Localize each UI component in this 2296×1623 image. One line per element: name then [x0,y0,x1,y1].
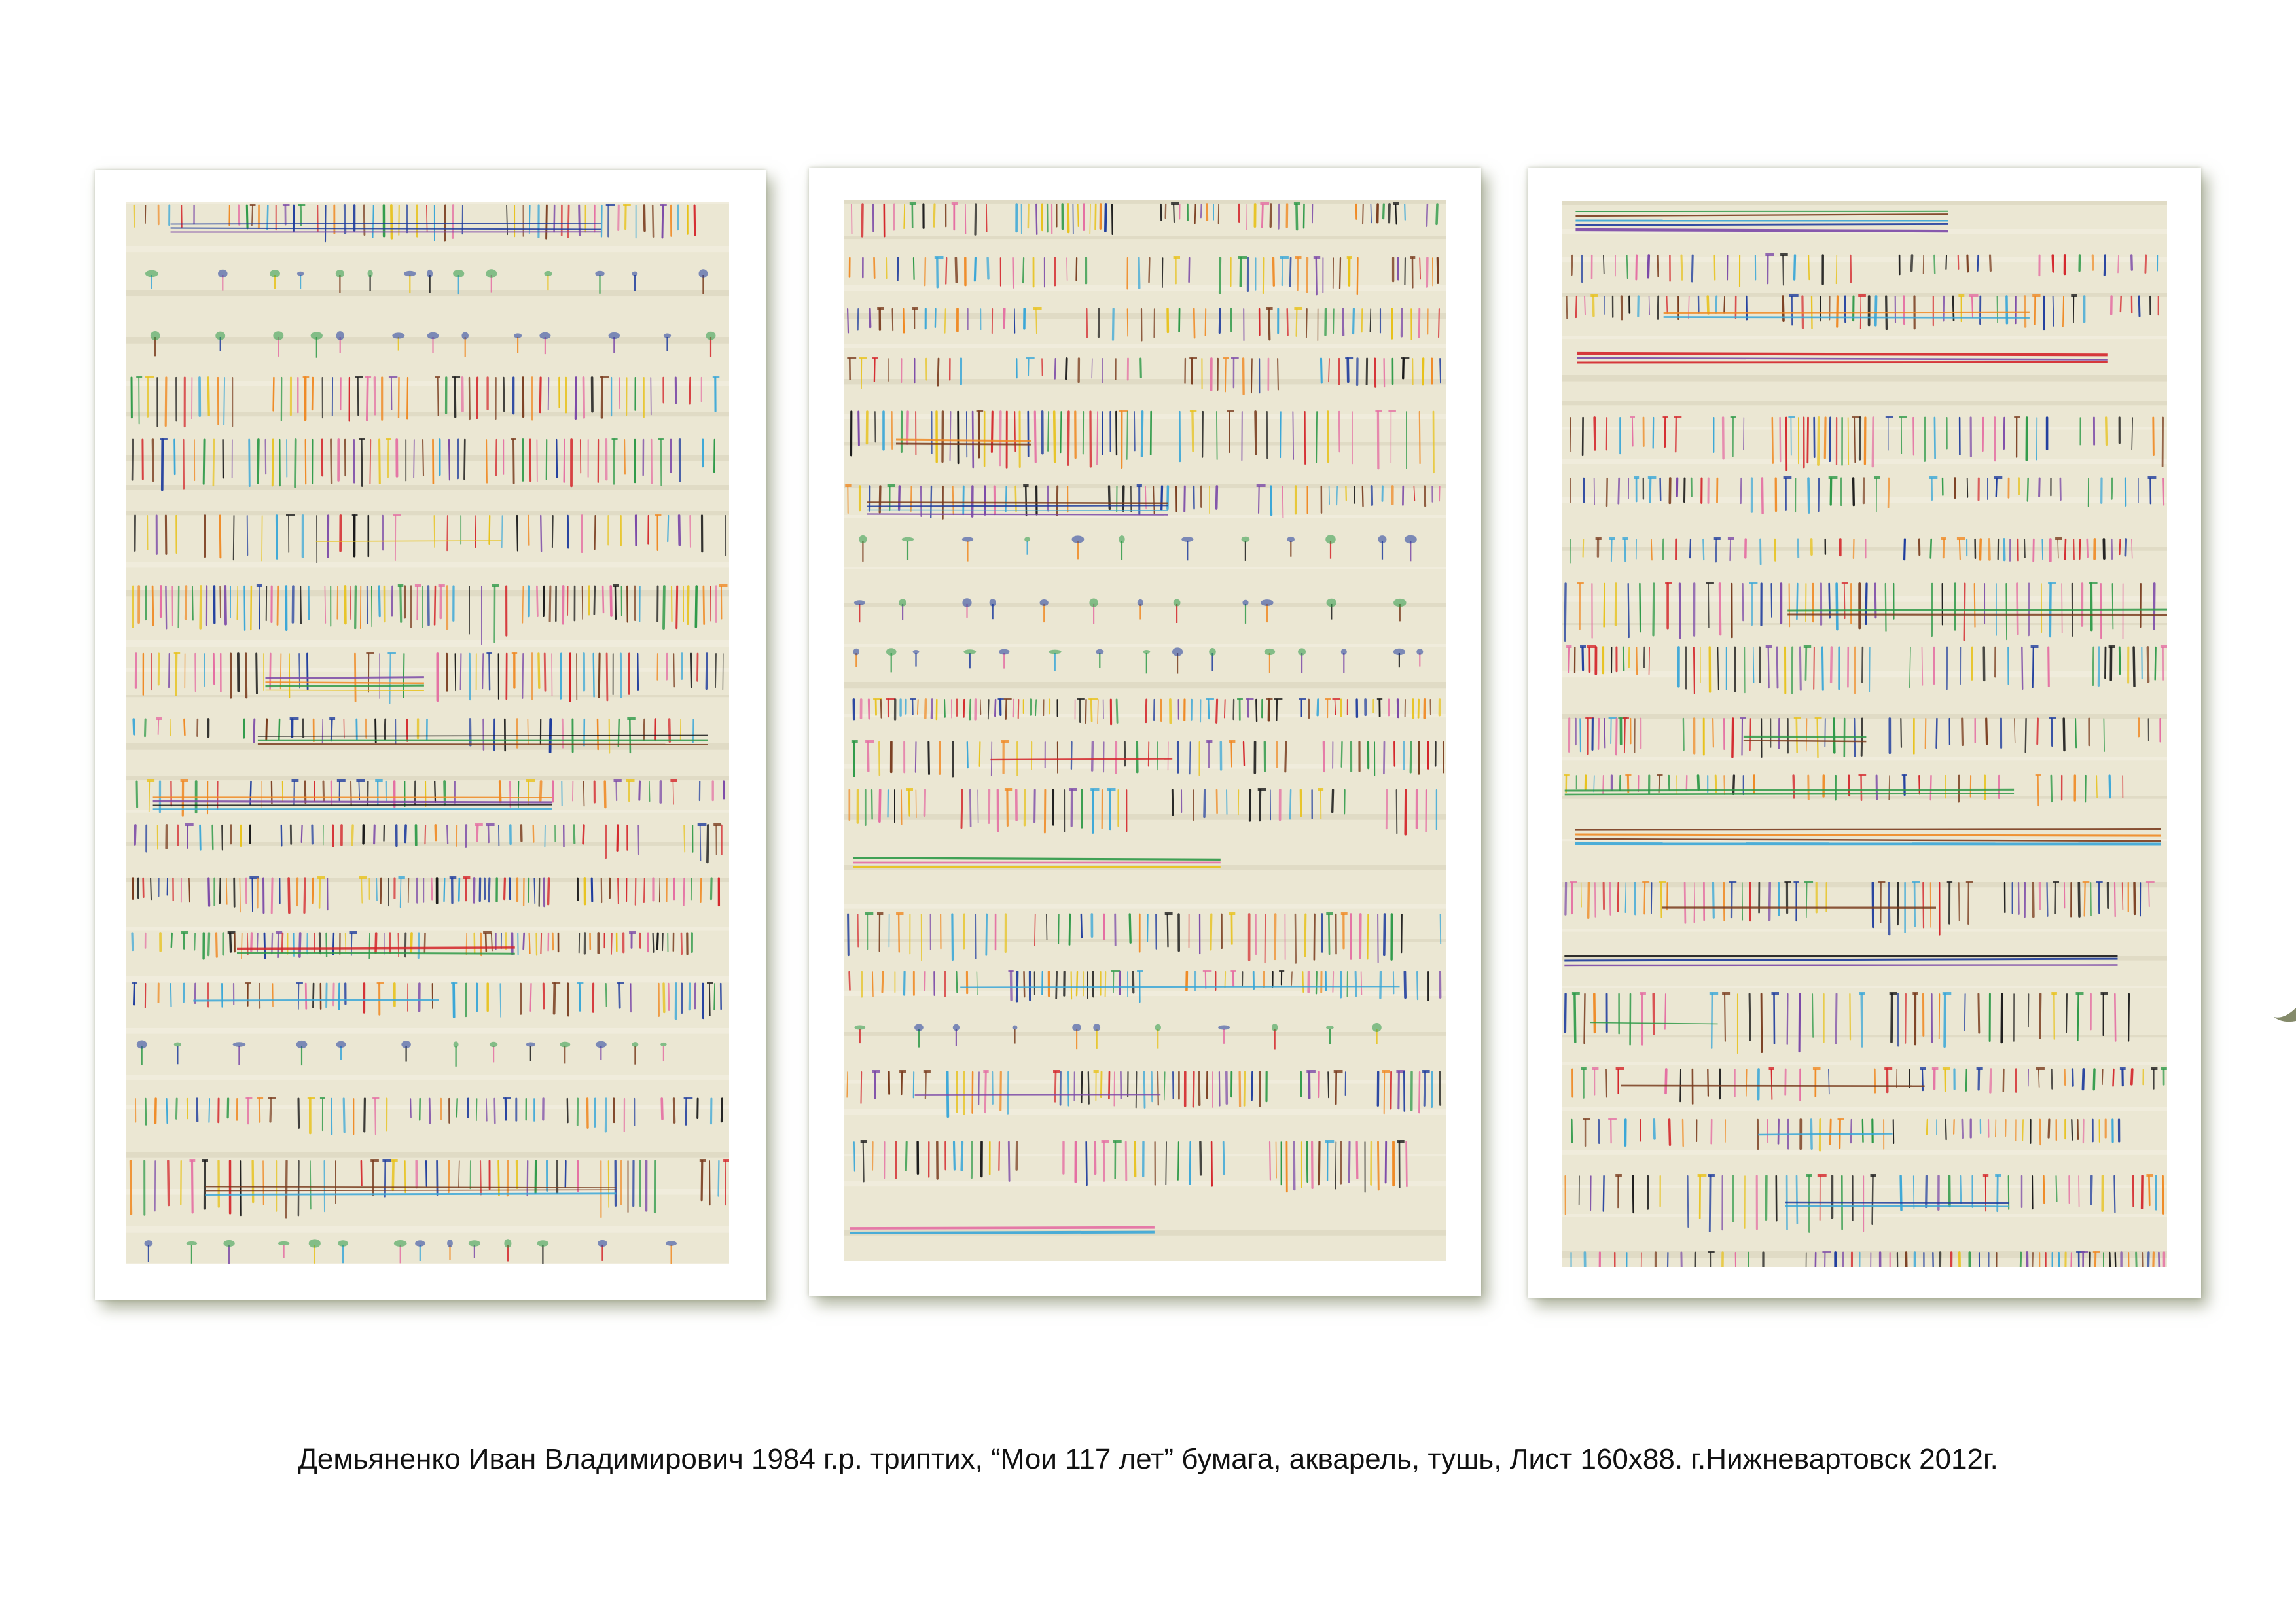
artwork-left [126,202,729,1264]
artwork-center-drawing [844,200,1446,1261]
page-edge-mark [2274,1008,2296,1022]
triptych-panel-right [1528,168,2201,1298]
artwork-right-drawing [1562,201,2167,1267]
artwork-caption: Демьяненко Иван Владимирович 1984 г.р. т… [298,1443,1998,1475]
artwork-center [844,200,1446,1261]
triptych-panel-left [95,170,766,1300]
triptych-panel-center [809,168,1481,1296]
artwork-right [1562,201,2167,1267]
triptych [95,168,2201,1300]
artwork-left-drawing [126,202,729,1264]
